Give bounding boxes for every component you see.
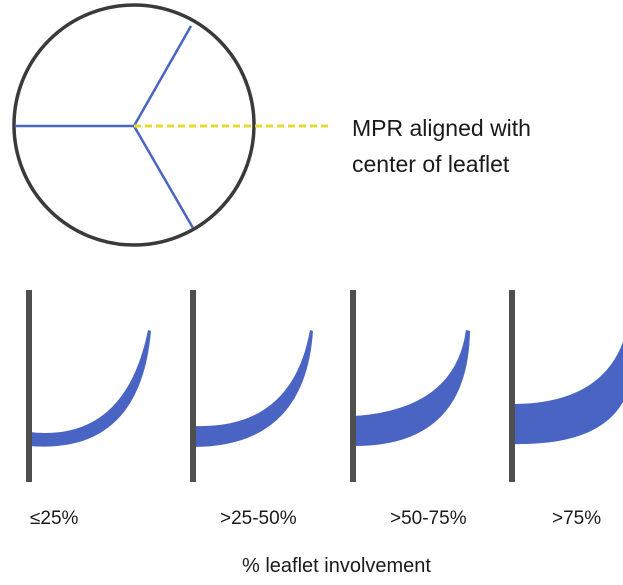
mpr-label-line2: center of leaflet — [352, 151, 510, 177]
annulus-circle — [12, 3, 256, 247]
leaflet-shape — [193, 330, 313, 447]
valve-cross-section — [12, 3, 330, 247]
mpr-label: MPR aligned with center of leaflet — [352, 110, 531, 182]
commissure-line-lower — [132, 125, 195, 229]
panel-4-label: >75% — [552, 508, 602, 529]
leaflet-shape — [353, 330, 470, 447]
panel-2 — [190, 290, 313, 482]
mpr-label-line1: MPR aligned with — [352, 115, 531, 141]
leaflet-shape — [512, 342, 623, 445]
panel-3 — [350, 290, 470, 482]
leaflet-shape — [29, 330, 151, 447]
panel-2-label: >25-50% — [220, 508, 297, 529]
panel-4 — [509, 290, 623, 482]
panel-3-label: >50-75% — [390, 508, 467, 529]
commissure-line-upper — [132, 25, 193, 127]
axis-title: % leaflet involvement — [242, 555, 431, 577]
panel-1 — [26, 290, 151, 482]
panel-1-label: ≤25% — [30, 508, 79, 529]
